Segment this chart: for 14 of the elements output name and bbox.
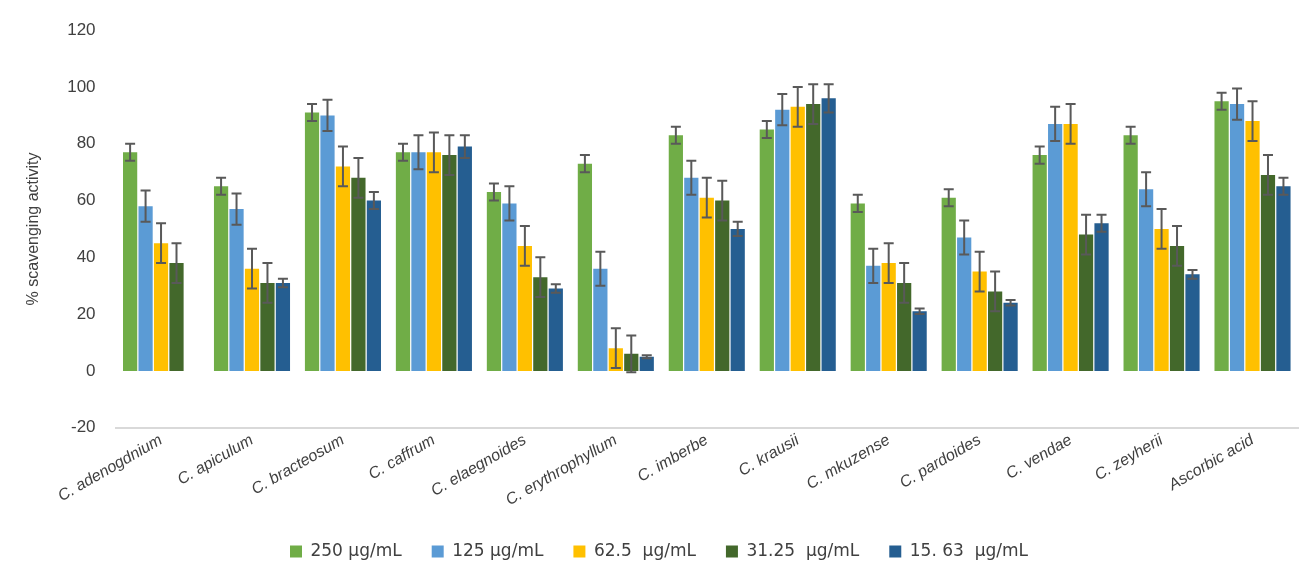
y-tick-label: -20 (70, 417, 96, 437)
legend-label: 31.25 µg/mL (746, 539, 860, 560)
legend-label: 250 µg/mL (310, 539, 403, 560)
legend-label: 125 µg/mL (452, 539, 544, 560)
y-tick-label: 0 (86, 360, 96, 380)
y-tick-label: 100 (67, 76, 96, 96)
y-tick-label: 120 (67, 19, 96, 39)
legend-label: 62.5 µg/mL (593, 539, 697, 560)
y-tick-label: 60 (76, 190, 96, 210)
legend-label: 15. 63 µg/mL (909, 539, 1029, 560)
y-axis-title: % scavenging activity (24, 152, 42, 306)
y-tick-label: 40 (76, 247, 96, 267)
y-tick-label: 80 (76, 133, 96, 153)
y-tick-label: 20 (76, 303, 96, 323)
